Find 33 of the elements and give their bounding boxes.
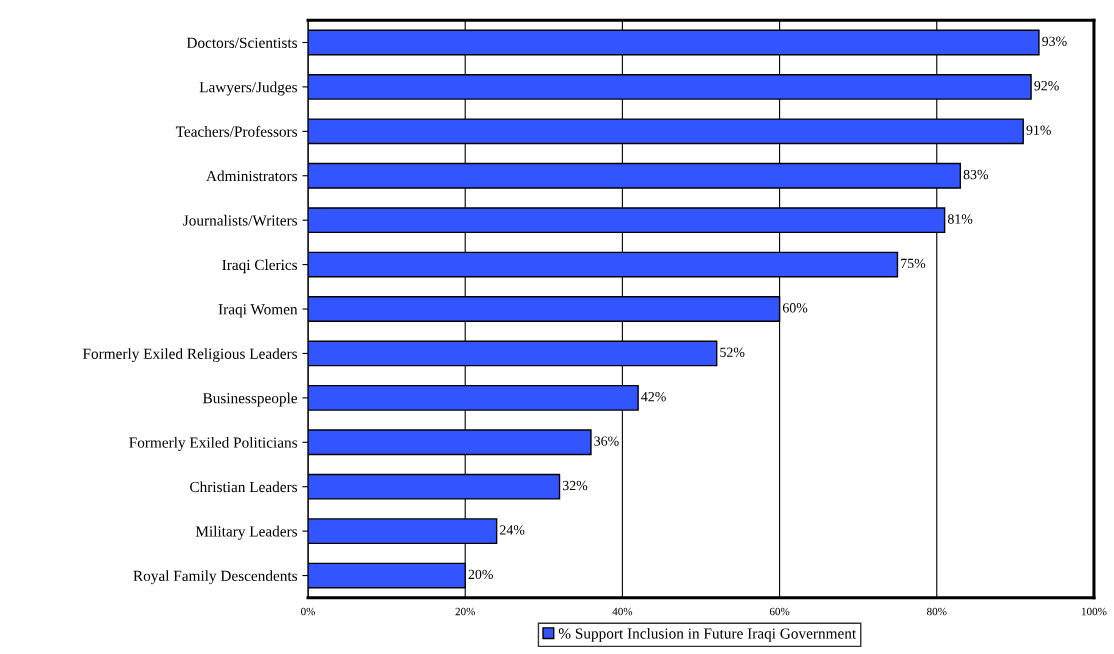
x-tick-label: 20% xyxy=(455,607,476,616)
y-tick-label: Journalists/Writers xyxy=(183,214,298,226)
y-tick-label: Lawyers/Judges xyxy=(199,81,298,96)
data-label: 92% xyxy=(1034,81,1059,91)
y-tick-label: Administrators xyxy=(206,170,298,182)
y-tick-label: Doctors/Scientists xyxy=(186,37,298,48)
x-tick-label: 80% xyxy=(927,607,947,616)
x-tick-label: 40% xyxy=(612,607,633,616)
y-tick-label: Royal Family Descendents xyxy=(133,570,298,585)
data-label: 93% xyxy=(1042,36,1067,47)
data-label: 32% xyxy=(562,480,588,491)
data-label: 36% xyxy=(594,436,619,446)
y-tick-label: Iraqi Clerics xyxy=(222,259,298,274)
x-tick-label: 60% xyxy=(769,607,790,616)
data-label: 52% xyxy=(720,347,745,357)
y-tick-label: Formerly Exiled Politicians xyxy=(129,436,298,451)
data-label: 81% xyxy=(947,214,973,224)
data-label: 20% xyxy=(468,569,493,580)
y-tick-label: Christian Leaders xyxy=(190,481,298,493)
x-tick-label: 0% xyxy=(301,607,316,616)
data-label: 83% xyxy=(963,169,989,180)
y-tick-label: Military Leaders xyxy=(195,525,298,540)
data-label: 42% xyxy=(641,391,666,402)
x-tick-label: 100% xyxy=(1081,607,1107,616)
data-label: 60% xyxy=(782,303,808,313)
y-tick-label: Businesspeople xyxy=(202,392,298,407)
y-tick-label: Iraqi Women xyxy=(218,304,298,318)
y-tick-label: Formerly Exiled Religious Leaders xyxy=(82,348,298,363)
data-label: 24% xyxy=(500,525,525,535)
data-label: 75% xyxy=(901,258,926,269)
data-label: 91% xyxy=(1026,125,1051,135)
y-tick-label: Teachers/Professors xyxy=(175,125,298,137)
legend-label: % Support Inclusion in Future Iraqi Government xyxy=(558,627,857,642)
